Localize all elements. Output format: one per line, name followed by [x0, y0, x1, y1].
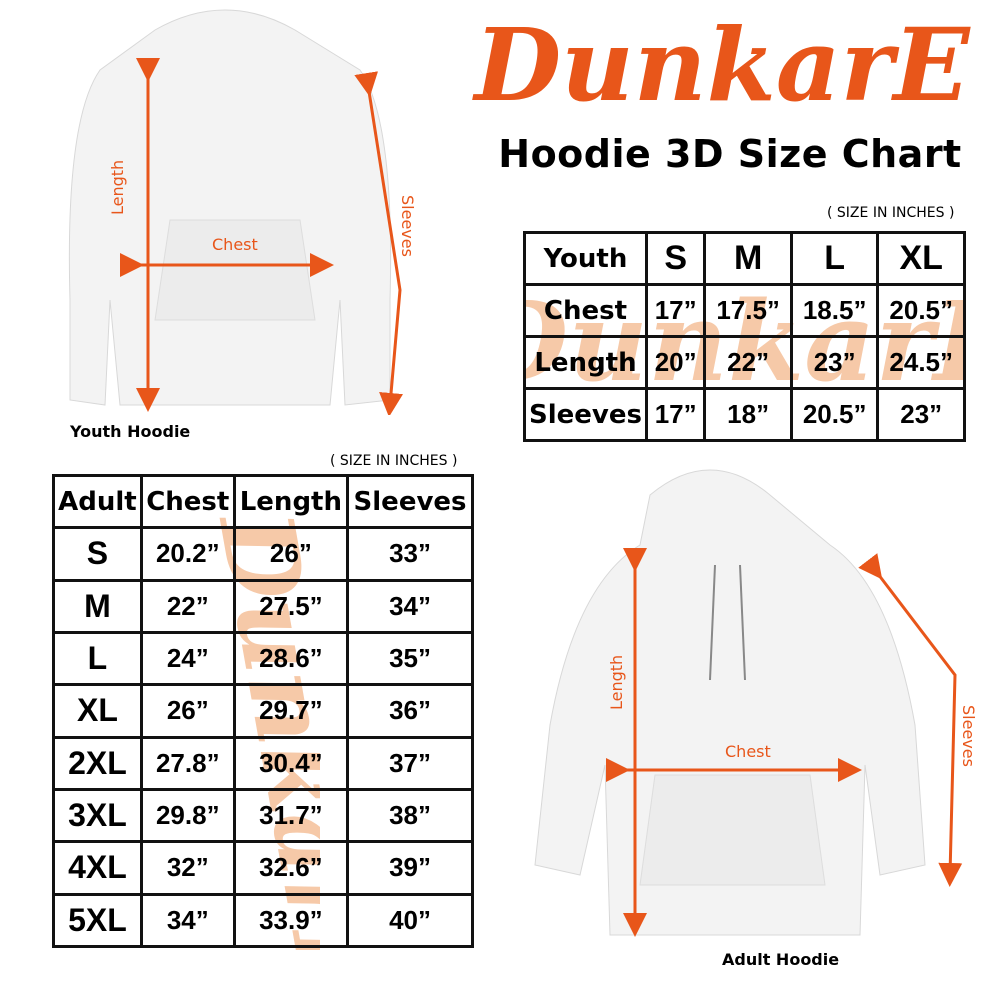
- table-cell: 32”: [139, 840, 236, 896]
- row-size: S: [52, 526, 143, 582]
- table-cell: 32.6”: [232, 840, 350, 896]
- page-title: Hoodie 3D Size Chart: [498, 132, 962, 176]
- table-cell: 20.2”: [139, 526, 236, 582]
- table-cell: 27.5”: [232, 578, 350, 634]
- row-label: Length: [523, 335, 648, 390]
- youth-size-note: ( SIZE IN INCHES ): [827, 205, 955, 221]
- table-cell: 17.5”: [703, 283, 793, 338]
- row-size: M: [52, 578, 143, 634]
- chest-label: Chest: [212, 235, 258, 254]
- table-cell: 38”: [346, 787, 474, 844]
- table-cell: 20.5”: [789, 387, 880, 442]
- table-cell: 29.8”: [139, 787, 236, 844]
- table-cell: 34”: [139, 892, 236, 949]
- table-cell: 40”: [346, 892, 474, 949]
- table-cell: 20”: [644, 335, 707, 390]
- sleeves-arrow: [354, 71, 403, 415]
- table-cell: 30.4”: [232, 735, 350, 791]
- table-cell: 33”: [346, 526, 474, 582]
- adult-hoodie-caption: Adult Hoodie: [722, 950, 840, 969]
- brand-logo: DunkarE: [471, 6, 971, 124]
- table-cell: 37”: [346, 735, 474, 791]
- table-row: Chest 17” 17.5” 18.5” 20.5”: [523, 283, 966, 338]
- table-cell: 23”: [876, 387, 966, 442]
- header-cell: M: [703, 231, 793, 286]
- table-cell: 39”: [346, 840, 474, 896]
- table-cell: 20.5”: [876, 283, 966, 338]
- adult-hoodie-image: Length Chest Sleeves: [534, 469, 978, 937]
- table-header-row: Youth S M L XL: [523, 231, 966, 286]
- header-cell: S: [644, 231, 707, 286]
- table-cell: 28.6”: [232, 630, 350, 687]
- length-label: Length: [108, 160, 127, 215]
- table-cell: 26”: [232, 526, 350, 582]
- table-cell: 33.9”: [232, 892, 350, 949]
- table-row: 3XL 29.8” 31.7” 38”: [52, 787, 474, 844]
- table-row: 5XL 34” 33.9” 40”: [52, 892, 474, 949]
- table-cell: 24.5”: [876, 335, 966, 390]
- table-cell: 24”: [139, 630, 236, 687]
- youth-size-table: Youth S M L XL Chest 17” 17.5” 18.5” 20.…: [523, 231, 966, 442]
- logo-text: DunkarE: [471, 6, 971, 124]
- header-cell: Youth: [523, 231, 648, 286]
- table-row: L 24” 28.6” 35”: [52, 630, 474, 687]
- length-label: Length: [607, 655, 626, 710]
- row-label: Sleeves: [523, 387, 648, 442]
- row-size: L: [52, 630, 143, 687]
- header-cell: XL: [876, 231, 966, 286]
- table-cell: 34”: [346, 578, 474, 634]
- table-header-row: Adult Chest Length Sleeves: [52, 473, 474, 530]
- table-cell: 22”: [703, 335, 793, 390]
- header-cell: Length: [232, 473, 350, 530]
- header-cell: Adult: [52, 473, 143, 530]
- table-cell: 31.7”: [232, 787, 350, 844]
- sleeves-label: Sleeves: [398, 195, 417, 257]
- table-row: S 20.2” 26” 33”: [52, 526, 474, 582]
- row-size: 3XL: [52, 787, 143, 844]
- table-cell: 35”: [346, 630, 474, 687]
- header-cell: L: [789, 231, 880, 286]
- sleeves-arrow: [858, 553, 963, 887]
- table-row: 2XL 27.8” 30.4” 37”: [52, 735, 474, 791]
- table-row: Length 20” 22” 23” 24.5”: [523, 335, 966, 390]
- table-cell: 29.7”: [232, 683, 350, 739]
- row-size: 5XL: [52, 892, 143, 949]
- sleeves-label: Sleeves: [959, 705, 978, 767]
- table-cell: 27.8”: [139, 735, 236, 791]
- table-cell: 26”: [139, 683, 236, 739]
- table-cell: 23”: [789, 335, 880, 390]
- table-row: 4XL 32” 32.6” 39”: [52, 840, 474, 896]
- row-size: 4XL: [52, 840, 143, 896]
- row-label: Chest: [523, 283, 648, 338]
- table-row: M 22” 27.5” 34”: [52, 578, 474, 634]
- table-row: XL 26” 29.7” 36”: [52, 683, 474, 739]
- row-size: 2XL: [52, 735, 143, 791]
- chest-label: Chest: [725, 742, 771, 761]
- adult-size-note: ( SIZE IN INCHES ): [330, 453, 458, 469]
- table-cell: 18.5”: [789, 283, 880, 338]
- youth-hoodie-image: Length Chest Sleeves: [68, 9, 417, 415]
- header-cell: Sleeves: [346, 473, 474, 530]
- table-cell: 17”: [644, 387, 707, 442]
- youth-hoodie-caption: Youth Hoodie: [70, 422, 191, 441]
- row-size: XL: [52, 683, 143, 739]
- table-cell: 22”: [139, 578, 236, 634]
- table-cell: 36”: [346, 683, 474, 739]
- adult-size-table: Adult Chest Length Sleeves S 20.2” 26” 33” M…: [52, 473, 474, 949]
- table-row: Sleeves 17” 18” 20.5” 23”: [523, 387, 966, 442]
- header-cell: Chest: [139, 473, 236, 530]
- table-cell: 17”: [644, 283, 707, 338]
- table-cell: 18”: [703, 387, 793, 442]
